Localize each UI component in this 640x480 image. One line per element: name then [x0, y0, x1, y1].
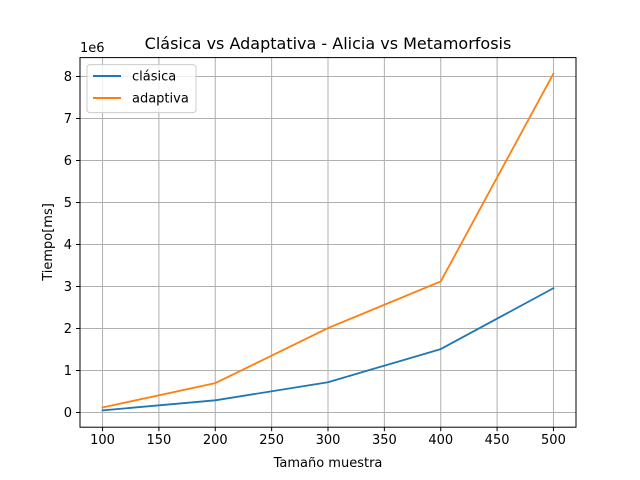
tick-layer: 100 150 200 250 300 350 400 450 500 0 1 2 3 4 5 6 7 8: [64, 70, 566, 448]
x-tick-label: 150: [146, 433, 171, 448]
x-tick-label: 300: [316, 433, 341, 448]
grid-layer: [80, 57, 576, 428]
x-tick-label: 200: [203, 433, 228, 448]
legend-label-adaptiva: adaptiva: [132, 92, 189, 107]
y-axis-label: Tiempo[ms]: [41, 203, 56, 282]
x-axis-label: Tamaño muestra: [273, 456, 383, 471]
x-tick-label: 250: [259, 433, 284, 448]
y-tick-label: 6: [64, 154, 72, 169]
y-tick-label: 8: [64, 70, 72, 85]
x-tick-label: 350: [372, 433, 397, 448]
legend: clásica adaptiva: [86, 64, 197, 114]
y-tick-label: 0: [64, 406, 72, 421]
y-tick-label: 5: [64, 196, 72, 211]
y-tick-label: 2: [64, 322, 72, 337]
y-tick-label: 1: [64, 364, 72, 379]
series-line-adaptiva: [101, 72, 555, 409]
legend-label-clasica: clásica: [132, 70, 176, 85]
series-line-clasica: [101, 286, 555, 412]
y-tick-label: 4: [64, 238, 72, 253]
series-layer: [101, 72, 555, 412]
x-tick-label: 400: [428, 433, 453, 448]
y-offset-label: 1e6: [80, 41, 105, 56]
y-tick-label: 3: [64, 280, 72, 295]
x-tick-label: 450: [485, 433, 510, 448]
y-tick-label: 7: [64, 112, 72, 127]
x-tick-label: 100: [90, 433, 115, 448]
chart-title: Clásica vs Adaptativa - Alicia vs Metamo…: [145, 34, 512, 53]
x-tick-label: 500: [541, 433, 566, 448]
